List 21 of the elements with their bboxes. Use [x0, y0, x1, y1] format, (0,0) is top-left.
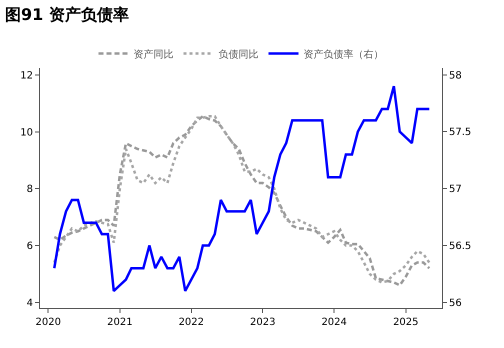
x-tick-label: 2020: [35, 317, 61, 328]
legend-label: 资产同比: [134, 48, 174, 60]
x-tick-label: 2024: [321, 317, 347, 328]
legend-label: 资产负债率（右）: [304, 48, 384, 60]
y2-tick-label: 58: [449, 70, 462, 82]
y2-tick-label: 56.5: [449, 240, 472, 252]
chart-title: 图91 资产负债率: [5, 4, 129, 24]
legend-label: 负债同比: [218, 48, 258, 60]
y-tick-label: 8: [26, 184, 33, 196]
x-tick-label: 2025: [393, 317, 419, 328]
y2-tick-label: 57: [449, 184, 462, 196]
y-tick-label: 12: [20, 70, 33, 82]
x-tick-label: 2023: [250, 317, 276, 328]
y-tick-label: 4: [26, 298, 33, 309]
y2-tick-label: 57.5: [449, 127, 472, 138]
y-tick-label: 6: [26, 241, 33, 252]
line-series: [53, 84, 431, 292]
y-tick-label: 10: [20, 127, 33, 138]
y2-tick-label: 56: [449, 298, 462, 309]
x-tick-label: 2021: [107, 317, 133, 328]
x-tick-label: 2022: [178, 317, 204, 328]
